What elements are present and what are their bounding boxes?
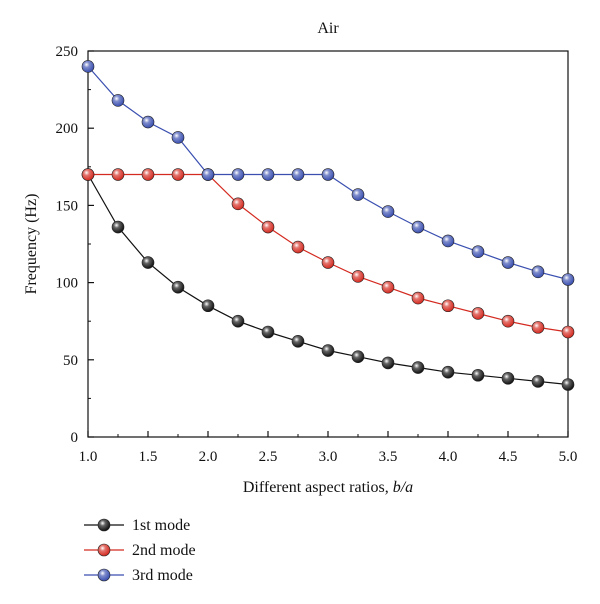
data-point (411, 220, 425, 234)
data-point (111, 94, 125, 107)
data-point (441, 234, 455, 248)
data-point (531, 375, 545, 388)
data-point (531, 265, 545, 279)
data-point (141, 256, 155, 269)
data-point (381, 280, 395, 294)
data-point (141, 115, 155, 129)
data-point (321, 168, 335, 181)
series-layer (81, 60, 575, 391)
x-tick-label: 1.0 (79, 449, 98, 465)
data-point (501, 256, 515, 269)
data-point (411, 291, 425, 305)
data-point (441, 299, 455, 313)
data-point (171, 280, 185, 294)
data-point (561, 378, 575, 391)
data-point (321, 344, 335, 357)
x-tick-label: 1.5 (139, 449, 158, 465)
legend-item: 1st mode (84, 517, 190, 534)
data-point (471, 368, 485, 382)
legend: 1st mode 2nd mode 3rd mode (84, 517, 196, 584)
data-point (381, 205, 395, 218)
y-tick-label: 250 (56, 44, 79, 60)
data-point (201, 168, 215, 181)
data-point (231, 314, 245, 328)
x-tick-label: 4.0 (439, 449, 458, 465)
data-point (291, 240, 305, 254)
data-point (501, 314, 515, 328)
x-tick-label: 5.0 (559, 449, 578, 465)
data-point (561, 325, 575, 339)
legend-label: 2nd mode (132, 542, 196, 559)
series-1 (81, 168, 575, 391)
legend-label: 3rd mode (132, 567, 193, 584)
data-point (231, 197, 245, 211)
series-3 (81, 60, 575, 286)
data-point (261, 168, 275, 181)
data-point (231, 168, 245, 181)
y-axis-title: Frequency (Hz) (23, 194, 40, 295)
data-point (261, 220, 275, 234)
data-point (201, 299, 215, 313)
data-point (351, 350, 365, 364)
data-point (171, 168, 185, 181)
x-tick-label: 3.5 (379, 449, 398, 465)
data-point (141, 168, 155, 181)
series-line (88, 173, 569, 333)
chart-title: Air (317, 20, 339, 37)
data-point (321, 256, 335, 269)
x-axis-title-text: Different aspect ratios, (243, 479, 393, 496)
data-point (351, 270, 365, 283)
y-tick-label: 150 (56, 198, 79, 214)
x-axis-title-variable: b/a (393, 479, 413, 496)
plot-frame (87, 50, 569, 438)
x-tick-label: 4.5 (499, 449, 518, 465)
y-tick-label: 100 (56, 276, 79, 292)
x-tick-label: 3.0 (319, 449, 338, 465)
data-point (561, 273, 575, 286)
legend-swatch-marker (97, 568, 111, 582)
data-point (261, 325, 275, 339)
y-axis: 0 50 100 150 200 250 (56, 44, 94, 446)
y-tick-label: 200 (56, 121, 79, 137)
data-point (111, 168, 125, 181)
data-point (111, 220, 125, 234)
data-point (501, 372, 515, 385)
data-point (291, 168, 305, 181)
data-point (81, 168, 95, 181)
data-point (441, 365, 455, 379)
data-point (531, 321, 545, 334)
data-point (411, 361, 425, 374)
x-axis-title: Different aspect ratios, b/a (243, 479, 413, 496)
series-2 (81, 168, 575, 339)
x-tick-label: 2.5 (259, 449, 278, 465)
data-point (171, 131, 185, 144)
x-axis: 1.0 1.5 2.0 2.5 3.0 3.5 4.0 4.5 5.0 (79, 431, 578, 465)
x-tick-label: 2.0 (199, 449, 218, 465)
data-point (471, 307, 485, 320)
data-point (351, 188, 365, 201)
data-point (471, 245, 485, 259)
data-point (81, 60, 95, 73)
legend-item: 2nd mode (84, 542, 196, 559)
legend-item: 3rd mode (84, 567, 193, 584)
legend-label: 1st mode (132, 517, 190, 534)
y-tick-label: 50 (63, 353, 78, 369)
y-tick-label: 0 (71, 430, 79, 446)
legend-swatch-marker (97, 543, 111, 557)
legend-swatch-marker (97, 518, 111, 532)
data-point (381, 356, 395, 370)
data-point (291, 334, 305, 348)
